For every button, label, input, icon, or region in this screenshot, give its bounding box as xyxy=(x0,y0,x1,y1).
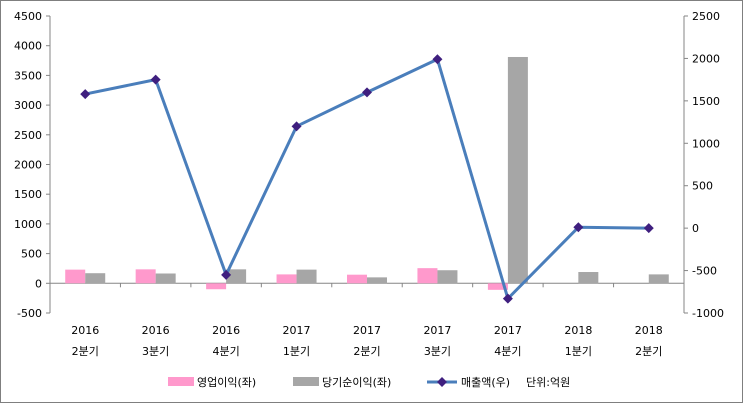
left-axis-tick-label: 4500 xyxy=(14,10,42,23)
right-axis-tick-label: 2000 xyxy=(692,52,720,65)
x-axis-quarter-label: 4분기 xyxy=(212,345,239,358)
operating-profit-bar xyxy=(276,274,297,284)
left-axis-tick-label: 1500 xyxy=(14,188,42,201)
operating-profit-bar xyxy=(65,269,86,284)
legend-swatch-operating-profit xyxy=(168,377,194,386)
revenue-point xyxy=(362,87,372,98)
revenue-point xyxy=(291,121,302,132)
x-axis-quarter-label: 3분기 xyxy=(424,345,451,358)
left-axis-tick-label: 500 xyxy=(21,248,42,261)
net-income-bar xyxy=(85,273,106,284)
right-axis-tick-label: 0 xyxy=(692,222,699,235)
legend-label-revenue: 매출액(우) xyxy=(461,376,510,389)
operating-profit-bar xyxy=(487,283,508,290)
revenue-point xyxy=(150,74,161,85)
left-axis-tick-label: 2500 xyxy=(14,129,42,142)
x-axis-year-label: 2016 xyxy=(71,324,99,337)
right-axis-tick-label: -500 xyxy=(692,265,717,278)
left-axis-tick-label: 0 xyxy=(35,277,42,290)
x-axis-quarter-label: 2분기 xyxy=(635,345,662,358)
legend-label-operating-profit: 영업이익(좌) xyxy=(197,376,256,389)
right-axis-tick-label: 2500 xyxy=(692,10,720,23)
x-axis-quarter-label: 2분기 xyxy=(72,345,99,358)
net-income-bar xyxy=(648,274,669,284)
revenue-point xyxy=(643,223,654,234)
operating-profit-bar xyxy=(206,283,227,290)
net-income-bar xyxy=(367,277,387,284)
x-axis-year-label: 2018 xyxy=(564,324,592,337)
net-income-bar xyxy=(296,269,317,284)
x-axis-quarter-label: 2분기 xyxy=(353,345,380,358)
left-axis-tick-label: 3500 xyxy=(14,69,42,82)
x-axis-quarter-label: 1분기 xyxy=(565,345,592,358)
net-income-bar xyxy=(226,269,247,284)
left-axis-tick-label: 3000 xyxy=(14,99,42,112)
x-axis-year-label: 2017 xyxy=(494,324,522,337)
x-axis-year-label: 2017 xyxy=(283,324,311,337)
revenue-point xyxy=(221,269,232,280)
x-axis-year-label: 2016 xyxy=(212,324,240,337)
net-income-bar xyxy=(507,56,528,284)
x-axis-quarter-label: 4분기 xyxy=(494,345,521,358)
left-axis-tick-label: 2000 xyxy=(14,159,42,172)
operating-profit-bar xyxy=(417,268,438,284)
revenue-point xyxy=(573,222,584,233)
left-axis-tick-label: -500 xyxy=(17,307,42,320)
right-axis-tick-label: -1000 xyxy=(692,307,724,320)
x-axis-year-label: 2018 xyxy=(635,324,663,337)
net-income-bar xyxy=(437,270,458,284)
left-axis-tick-label: 4000 xyxy=(14,40,42,53)
revenue-point xyxy=(80,89,91,100)
net-income-bar xyxy=(155,273,176,284)
net-income-bar xyxy=(578,272,599,284)
right-axis-tick-label: 500 xyxy=(692,180,713,193)
legend-swatch-net-income xyxy=(293,377,319,386)
revenue-point xyxy=(432,54,443,65)
left-axis-tick-label: 1000 xyxy=(14,218,42,231)
legend-swatch-revenue-marker xyxy=(437,377,447,387)
x-axis-quarter-label: 3분기 xyxy=(142,345,169,358)
revenue-point xyxy=(502,293,513,304)
operating-profit-bar xyxy=(135,269,156,284)
legend-label-net-income: 당기순이익(좌) xyxy=(322,376,391,389)
operating-profit-bar xyxy=(347,274,367,284)
x-axis-year-label: 2016 xyxy=(142,324,170,337)
x-axis-quarter-label: 1분기 xyxy=(283,345,310,358)
x-axis-year-label: 2017 xyxy=(423,324,451,337)
right-axis-tick-label: 1000 xyxy=(692,137,720,150)
x-axis-year-label: 2017 xyxy=(353,324,381,337)
unit-note: 단위:억원 xyxy=(526,376,570,389)
right-axis-tick-label: 1500 xyxy=(692,95,720,108)
